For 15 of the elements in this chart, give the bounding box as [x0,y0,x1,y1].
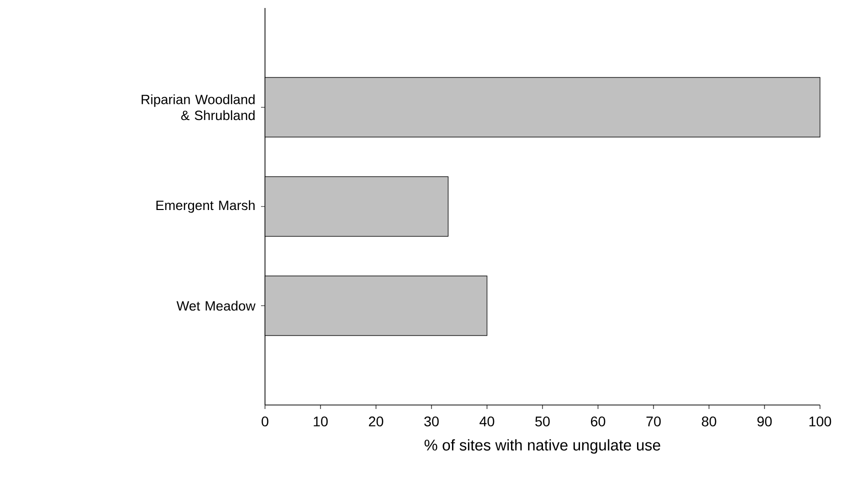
y-tick-label: Emergent Marsh [156,200,255,213]
x-axis-title: % of sites with native ungulate use [424,439,660,454]
x-tick-label: 50 [535,416,550,426]
x-tick-label: 60 [590,416,606,426]
x-tick-label: 100 [809,416,832,426]
y-tick-label: Wet Meadow [176,300,256,311]
x-tick-label: 30 [424,416,439,426]
x-tick-label: 90 [757,416,772,426]
y-tick-label: Riparian Woodland & Shrubland [142,94,255,120]
x-tick-label: 40 [480,416,494,426]
x-tick-label: 80 [702,416,716,426]
x-tick-label: 10 [314,416,328,426]
x-tick-label: 20 [368,416,384,426]
x-tick-label: 70 [646,416,661,426]
x-tick-label: 0 [262,416,268,426]
